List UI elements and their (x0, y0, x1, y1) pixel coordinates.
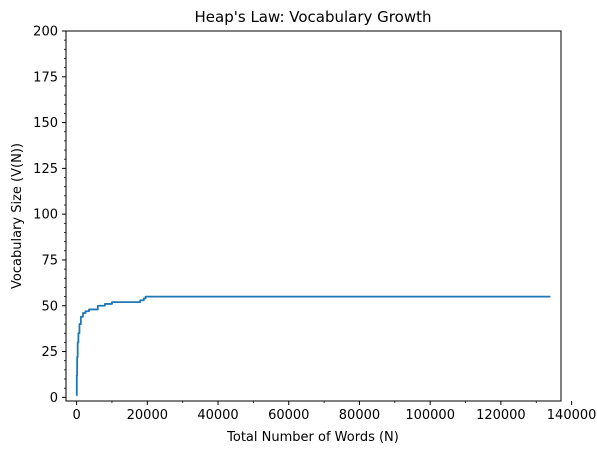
y-tick-label: 25 (41, 345, 58, 360)
y-tick-label: 100 (33, 208, 58, 223)
y-tick-label: 200 (33, 25, 58, 40)
x-tick-label: 60000 (268, 408, 309, 423)
y-tick-label: 125 (33, 162, 58, 177)
y-tick-label: 50 (41, 299, 58, 314)
y-axis-label: Vocabulary Size (V(N)) (10, 143, 25, 289)
x-tick-label: 80000 (339, 408, 380, 423)
ticks-layer: 0 20000 40000 60000 80000 100000 120000 140000 0… (33, 25, 596, 424)
x-tick-label: 120000 (476, 408, 526, 423)
x-tick-label: 20000 (127, 408, 168, 423)
y-tick-label: 0 (50, 391, 58, 406)
y-tick-label: 175 (33, 70, 58, 85)
plot-frame (65, 30, 562, 402)
x-axis-label: Total Number of Words (N) (226, 430, 399, 445)
x-tick-label: 140000 (547, 408, 597, 423)
x-tick-label: 40000 (197, 408, 238, 423)
y-tick-label: 75 (41, 253, 58, 268)
x-tick-label: 0 (72, 408, 80, 423)
x-tick-label: 100000 (405, 408, 455, 423)
y-tick-label: 150 (33, 116, 58, 131)
series-layer (75, 295, 551, 397)
series-line (75, 295, 551, 397)
chart-title: Heap's Law: Vocabulary Growth (195, 8, 432, 26)
